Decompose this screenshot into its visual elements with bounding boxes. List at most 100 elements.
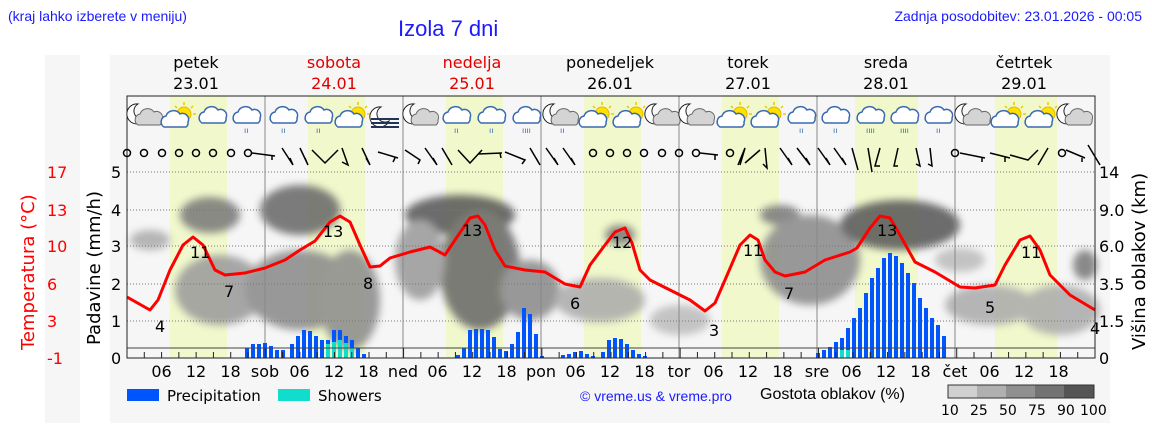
svg-text:06: 06 — [979, 362, 999, 381]
svg-text:11: 11 — [743, 241, 763, 260]
copyright-link[interactable]: © vreme.us & vreme.pro — [580, 388, 732, 404]
svg-text:3: 3 — [111, 237, 121, 256]
cloud-density-scale — [947, 384, 1095, 399]
svg-text:06: 06 — [427, 362, 447, 381]
cloud-density-field — [130, 185, 1100, 350]
temp-axis-label: Temperatura (°C) — [18, 194, 39, 351]
temperature-line — [126, 214, 1096, 313]
svg-text:ıııı: ıııı — [900, 126, 909, 135]
cloud-density-label: Gostota oblakov (%) — [760, 386, 905, 403]
day-header-2: nedelja 25.01 — [442, 53, 502, 93]
svg-text:11: 11 — [190, 243, 210, 262]
svg-text:3: 3 — [47, 312, 57, 331]
svg-text:6: 6 — [570, 294, 580, 313]
svg-text:12: 12 — [612, 233, 632, 252]
svg-text:3.5: 3.5 — [1099, 275, 1124, 294]
svg-text:-1: -1 — [47, 349, 63, 368]
svg-text:17: 17 — [47, 163, 67, 182]
svg-text:ıııı: ıııı — [522, 126, 531, 135]
svg-text:75: 75 — [1028, 403, 1046, 419]
svg-text:50: 50 — [999, 403, 1017, 419]
svg-text:pon: pon — [526, 362, 556, 381]
svg-text:sob: sob — [251, 362, 279, 381]
svg-text:ıı: ıı — [489, 126, 493, 135]
weather-icons-row: ıı ıı ıı ıı ıı ıııı ıı ıı ıı ıııı ıııı ı… — [126, 101, 1094, 135]
svg-text:12: 12 — [462, 362, 482, 381]
legend-precip-swatch — [127, 389, 159, 401]
daylight-bands — [170, 96, 1057, 358]
svg-text:100: 100 — [1080, 403, 1107, 419]
svg-text:06: 06 — [565, 362, 585, 381]
svg-text:06: 06 — [151, 362, 171, 381]
day-header-0: petek 23.01 — [173, 53, 219, 93]
svg-text:13: 13 — [462, 221, 482, 240]
svg-text:12: 12 — [186, 362, 206, 381]
svg-text:sre: sre — [805, 362, 829, 381]
svg-text:1.5: 1.5 — [1099, 312, 1124, 331]
legend-showers-swatch — [278, 389, 310, 401]
svg-text:7: 7 — [224, 282, 234, 301]
svg-text:ıı: ıı — [244, 126, 248, 135]
svg-text:12: 12 — [324, 362, 344, 381]
svg-text:ned: ned — [388, 362, 418, 381]
svg-text:13: 13 — [877, 221, 897, 240]
svg-text:10: 10 — [47, 237, 67, 256]
precip-axis-ticks: 5 4 3 2 1 0 — [111, 163, 121, 368]
day-header-3: ponedeljek 26.01 — [566, 53, 654, 93]
svg-text:4: 4 — [111, 201, 121, 220]
cloud-axis-label: Višina oblakov (km) — [1129, 173, 1150, 350]
svg-text:12: 12 — [876, 362, 896, 381]
svg-text:13: 13 — [47, 201, 67, 220]
svg-text:18: 18 — [496, 362, 516, 381]
location-menu-hint: (kraj lahko izberete v meniju) — [8, 8, 187, 24]
svg-text:ıı: ıı — [799, 126, 803, 135]
page-title: Izola 7 dni — [398, 16, 499, 41]
precip-axis-label: Padavine (mm/h) — [84, 191, 105, 345]
svg-text:9.0: 9.0 — [1099, 201, 1124, 220]
svg-text:tor: tor — [668, 362, 691, 381]
day-header-5: sreda 28.01 — [863, 53, 909, 93]
day-header-4: torek 27.01 — [725, 53, 771, 93]
x-axis-labels: 06 12 18 sob 06 12 18 ned 06 12 18 pon 06 12 18 tor 06 12… — [151, 362, 1068, 381]
svg-text:12: 12 — [600, 362, 620, 381]
svg-text:ıı: ıı — [833, 126, 837, 135]
cloud-density-ticks: 10 25 50 75 90 100 — [941, 403, 1107, 419]
day-header-1: sobota 24.01 — [306, 53, 362, 93]
day-separators — [264, 96, 956, 358]
gridlines — [127, 171, 1095, 322]
svg-text:ıı: ıı — [560, 126, 564, 135]
svg-text:18: 18 — [220, 362, 240, 381]
svg-text:18: 18 — [772, 362, 792, 381]
svg-text:06: 06 — [703, 362, 723, 381]
svg-text:10: 10 — [941, 403, 959, 419]
svg-text:18: 18 — [1048, 362, 1068, 381]
svg-text:ıı: ıı — [936, 126, 940, 135]
svg-text:0: 0 — [111, 349, 121, 368]
svg-text:18: 18 — [634, 362, 654, 381]
svg-text:06: 06 — [841, 362, 861, 381]
svg-text:0: 0 — [1099, 349, 1109, 368]
svg-text:ıı: ıı — [454, 126, 458, 135]
svg-text:18: 18 — [910, 362, 930, 381]
day-header-6: četrtek 29.01 — [995, 53, 1053, 93]
svg-text:5: 5 — [111, 163, 121, 182]
svg-text:4: 4 — [155, 317, 165, 336]
svg-text:06: 06 — [289, 362, 309, 381]
temp-axis-ticks: 17 13 10 6 3 -1 — [47, 163, 67, 368]
svg-text:2: 2 — [111, 275, 121, 294]
svg-text:6.0: 6.0 — [1099, 237, 1124, 256]
svg-text:7: 7 — [784, 284, 794, 303]
svg-text:3: 3 — [709, 321, 719, 340]
last-update: Zadnja posodobitev: 23.01.2026 - 00:05 — [894, 8, 1142, 24]
svg-text:12: 12 — [1014, 362, 1034, 381]
temp-axis-panel — [45, 55, 80, 423]
legend-precip-label: Precipitation — [167, 387, 261, 405]
svg-text:25: 25 — [970, 403, 988, 419]
svg-text:12: 12 — [738, 362, 758, 381]
svg-text:6: 6 — [47, 275, 57, 294]
svg-text:ıı: ıı — [316, 126, 320, 135]
svg-text:čet: čet — [943, 362, 968, 381]
cloud-axis-ticks: 14 9.0 6.0 3.5 1.5 0 — [1099, 163, 1124, 368]
wind-row — [122, 144, 1101, 173]
